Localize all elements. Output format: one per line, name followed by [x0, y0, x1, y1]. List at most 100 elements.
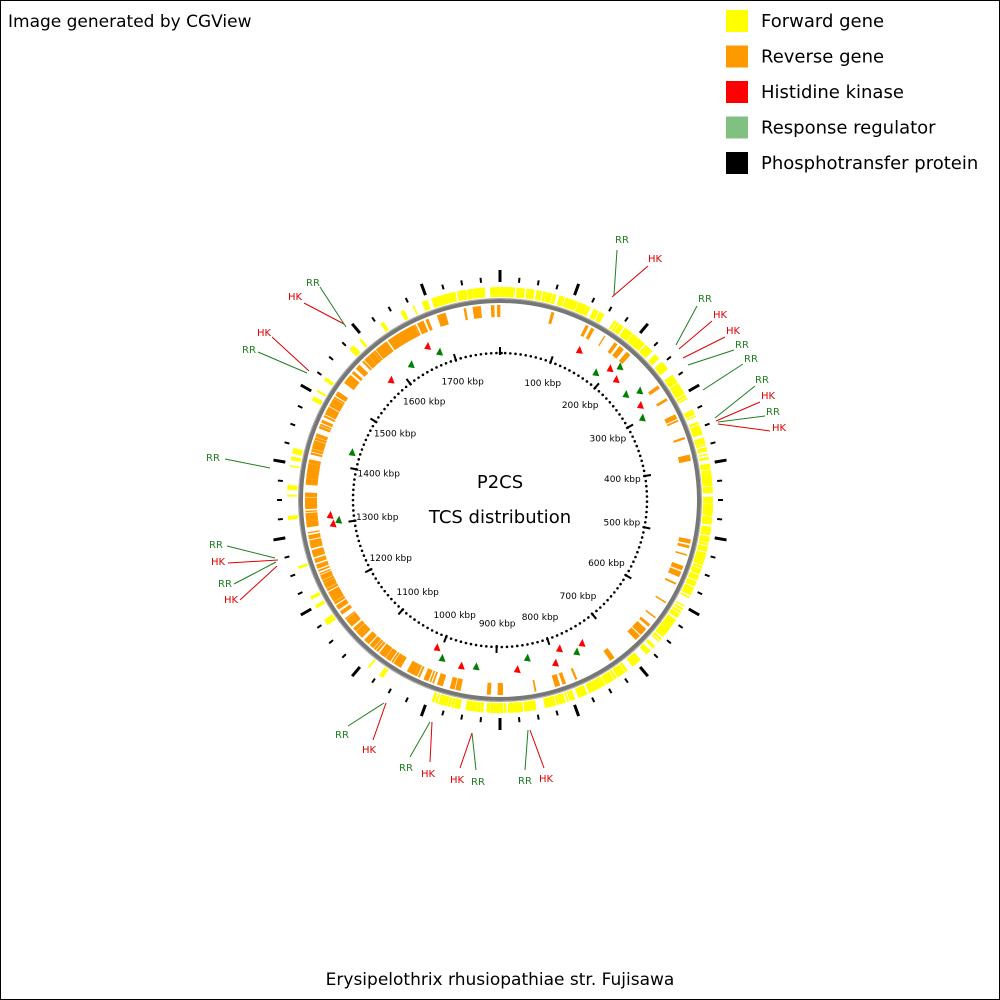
- ruler-dot: [541, 639, 544, 643]
- forward-gene: [597, 676, 606, 687]
- ruler-label: 600 kbp: [588, 559, 625, 569]
- forward-gene: [699, 463, 711, 471]
- reverse-gene: [570, 667, 578, 680]
- feature-leader: [429, 721, 433, 763]
- tcs-marker: [636, 386, 644, 395]
- forward-gene: [311, 396, 323, 406]
- forward-gene: [359, 338, 368, 348]
- forward-gene: [541, 291, 547, 302]
- outer-tick: [300, 383, 312, 393]
- feature-label: HK: [288, 292, 303, 303]
- ruler-label: 1200 kbp: [370, 554, 413, 564]
- forward-gene: [562, 297, 570, 308]
- tcs-marker: [575, 345, 583, 354]
- reverse-gene: [633, 621, 647, 633]
- ruler-dot: [631, 435, 634, 438]
- tcs-marker: [387, 375, 395, 384]
- forward-gene: [565, 298, 574, 310]
- ruler-dot: [598, 606, 602, 609]
- feature-leader: [675, 305, 698, 346]
- outer-tick: [704, 573, 710, 578]
- reverse-gene: [329, 403, 342, 412]
- ruler-dot: [440, 633, 443, 637]
- forward-gene: [668, 608, 680, 619]
- ruler-dot: [632, 560, 635, 564]
- feature-label: RR: [518, 776, 532, 787]
- outer-tick: [678, 371, 684, 376]
- forward-gene: [640, 643, 651, 654]
- ruler-dot: [645, 495, 649, 498]
- reverse-gene: [639, 616, 651, 627]
- forward-gene: [547, 292, 553, 304]
- forward-gene: [676, 394, 687, 402]
- tcs-marker: [326, 510, 334, 519]
- ruler-dot: [417, 621, 421, 624]
- forward-gene: [349, 345, 361, 357]
- ruler-dot: [435, 631, 439, 634]
- ruler-dot: [479, 352, 483, 356]
- reverse-gene: [475, 305, 482, 319]
- forward-gene: [680, 592, 690, 599]
- outer-tick: [608, 306, 613, 312]
- forward-gene: [583, 305, 591, 317]
- reverse-gene: [309, 539, 323, 546]
- reverse-gene: [379, 643, 388, 655]
- ruler-dot: [352, 483, 356, 486]
- reverse-gene: [598, 335, 606, 347]
- ruler-dot: [366, 433, 370, 437]
- ruler-label: 100 kbp: [524, 379, 561, 389]
- forward-gene: [509, 287, 516, 298]
- forward-gene: [659, 621, 671, 633]
- outer-tick: [290, 422, 296, 427]
- ruler-dot: [514, 352, 517, 356]
- reverse-gene: [673, 436, 686, 443]
- reverse-gene: [400, 329, 411, 343]
- ruler-dot: [464, 641, 468, 645]
- feature-leader: [717, 415, 766, 423]
- forward-gene: [698, 538, 710, 543]
- forward-gene: [580, 304, 588, 315]
- ruler-dot: [637, 449, 640, 453]
- ruler-dot: [353, 524, 357, 528]
- forward-gene: [687, 571, 700, 581]
- ruler-dot: [426, 370, 429, 374]
- ruler-dot: [359, 544, 362, 548]
- ruler-dot: [577, 374, 580, 377]
- forward-gene: [507, 702, 514, 713]
- backbone-edge: [298, 298, 702, 702]
- reverse-gene: [318, 425, 331, 433]
- reverse-gene: [580, 324, 589, 338]
- reverse-gene: [414, 324, 421, 336]
- feature-leader: [524, 729, 529, 771]
- forward-gene: [702, 479, 713, 487]
- forward-gene: [634, 340, 645, 352]
- reverse-gene: [314, 556, 327, 564]
- outer-tick: [284, 555, 290, 559]
- forward-gene: [693, 556, 705, 564]
- reverse-gene: [355, 623, 369, 636]
- feature-label: HK: [648, 254, 663, 265]
- outer-tick: [555, 284, 559, 290]
- reverse-gene: [627, 627, 641, 641]
- ruler-dot: [636, 550, 639, 554]
- reverse-gene: [337, 391, 348, 400]
- ruler-dot: [444, 361, 448, 365]
- outer-tick: [536, 714, 540, 720]
- ruler-dot: [417, 376, 420, 379]
- ruler-dot: [364, 559, 368, 562]
- forward-gene: [379, 667, 389, 679]
- reverse-gene: [320, 572, 334, 581]
- reverse-gene: [677, 542, 690, 549]
- ruler-dot: [560, 632, 564, 635]
- reverse-gene: [322, 575, 335, 584]
- ruler-label: 500 kbp: [603, 519, 640, 529]
- ruler-dot: [386, 403, 390, 407]
- reverse-gene: [387, 338, 398, 351]
- outer-tick: [714, 536, 727, 542]
- reverse-gene: [323, 415, 336, 423]
- forward-gene: [435, 693, 441, 704]
- outer-tick: [284, 441, 290, 445]
- outer-tick: [653, 341, 659, 347]
- forward-gene: [480, 702, 485, 713]
- reverse-gene: [416, 322, 426, 335]
